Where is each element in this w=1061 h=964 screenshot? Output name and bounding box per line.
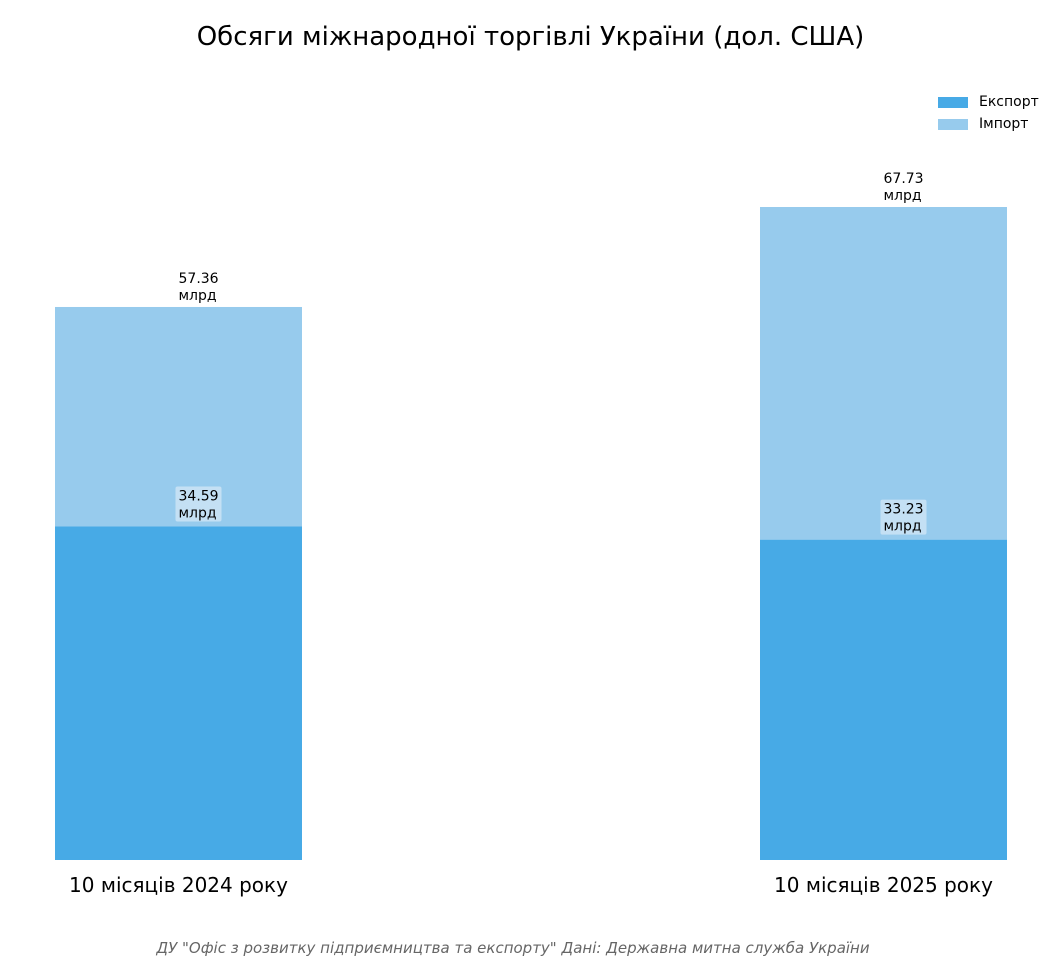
legend-item-import: Імпорт	[938, 113, 1039, 135]
legend-swatch-export	[938, 96, 968, 108]
total-value-label-0-line: 57.36	[179, 271, 219, 287]
bar-export-1	[760, 539, 1007, 860]
legend-swatch-import	[938, 118, 968, 130]
legend-label-import: Імпорт	[979, 116, 1029, 132]
source-footer: ДУ "Офіс з розвитку підприємництва та ек…	[156, 939, 870, 957]
chart-title: Обсяги міжнародної торгівлі України (дол…	[196, 22, 865, 52]
total-value-label-1-line: 67.73	[884, 171, 924, 187]
total-value-label-1-line: млрд	[884, 188, 922, 204]
export-value-label-0-line: 34.59	[179, 489, 219, 505]
x-tick-label-1: 10 місяців 2025 року	[774, 873, 993, 897]
export-value-label-1-bg	[880, 499, 927, 535]
export-value-label-0-bg	[175, 486, 222, 522]
legend-item-export: Експорт	[938, 91, 1039, 113]
bar-export-0	[55, 526, 302, 860]
bar-import-1	[760, 207, 1007, 540]
total-value-label-0-line: млрд	[179, 288, 217, 304]
export-value-label-0-line: млрд	[179, 506, 217, 522]
chart-legend: Експорт Імпорт	[938, 91, 1039, 135]
export-value-label-1-line: млрд	[884, 519, 922, 535]
x-tick-label-0: 10 місяців 2024 року	[69, 873, 288, 897]
export-value-label-1-line: 33.23	[884, 502, 924, 518]
legend-label-export: Експорт	[979, 94, 1039, 110]
